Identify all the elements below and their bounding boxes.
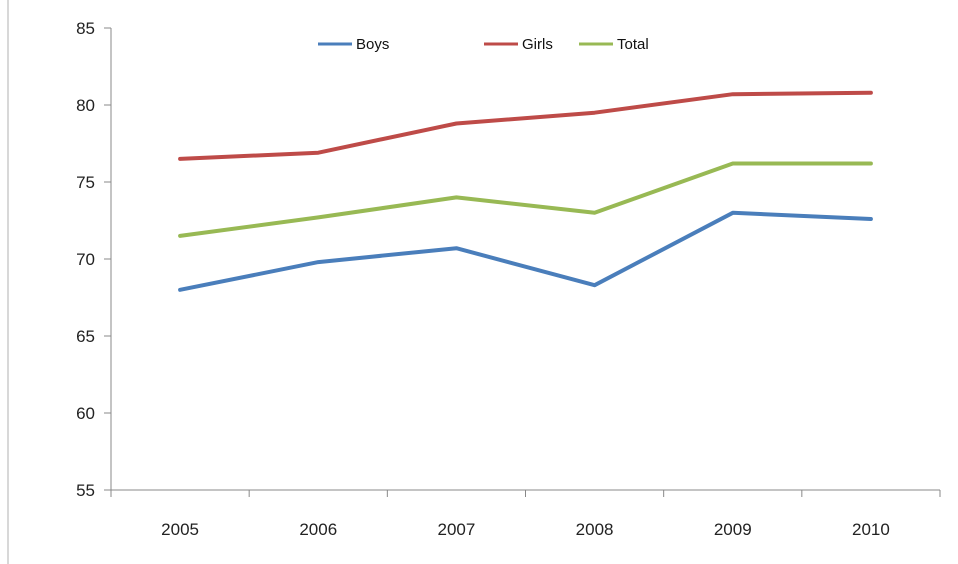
series-line-girls (178, 90, 873, 161)
data-point-boys (593, 283, 597, 287)
data-point-boys (731, 211, 735, 215)
x-tick-label: 2005 (161, 520, 199, 539)
data-point-boys (178, 288, 182, 292)
series-line-boys (178, 210, 873, 292)
y-tick-label: 80 (76, 96, 95, 115)
x-ticks: 2005 2006 2007 2008 2009 2010 (110, 490, 941, 539)
data-point-girls (178, 157, 182, 161)
y-tick-label: 65 (76, 327, 95, 346)
y-tick-label: 85 (76, 19, 95, 38)
x-tick-label: 2010 (852, 520, 890, 539)
data-point-girls (731, 92, 735, 96)
data-point-total (178, 234, 182, 238)
y-tick-label: 75 (76, 173, 95, 192)
x-tick-label: 2008 (576, 520, 614, 539)
data-point-total (593, 211, 597, 215)
data-point-total (454, 195, 458, 199)
x-tick-label: 2009 (714, 520, 752, 539)
data-point-girls (454, 121, 458, 125)
data-point-total (316, 215, 320, 219)
y-tick-label: 55 (76, 481, 95, 500)
x-tick-label: 2006 (299, 520, 337, 539)
data-point-boys (869, 217, 873, 221)
legend: Boys Girls Total (318, 36, 649, 53)
data-point-total (869, 162, 873, 166)
x-tick-label: 2007 (438, 520, 476, 539)
data-point-girls (316, 151, 320, 155)
legend-label-total: Total (617, 36, 649, 53)
data-point-boys (454, 246, 458, 250)
legend-label-girls: Girls (522, 36, 553, 53)
y-tick-label: 70 (76, 250, 95, 269)
series-line-total (178, 161, 873, 238)
data-point-girls (869, 91, 873, 95)
data-point-girls (593, 111, 597, 115)
series-layer (178, 90, 873, 292)
data-point-boys (316, 260, 320, 264)
y-ticks: 55 60 65 70 75 80 85 (76, 19, 111, 500)
data-point-total (731, 162, 735, 166)
y-tick-label: 60 (76, 404, 95, 423)
legend-label-boys: Boys (356, 36, 389, 53)
